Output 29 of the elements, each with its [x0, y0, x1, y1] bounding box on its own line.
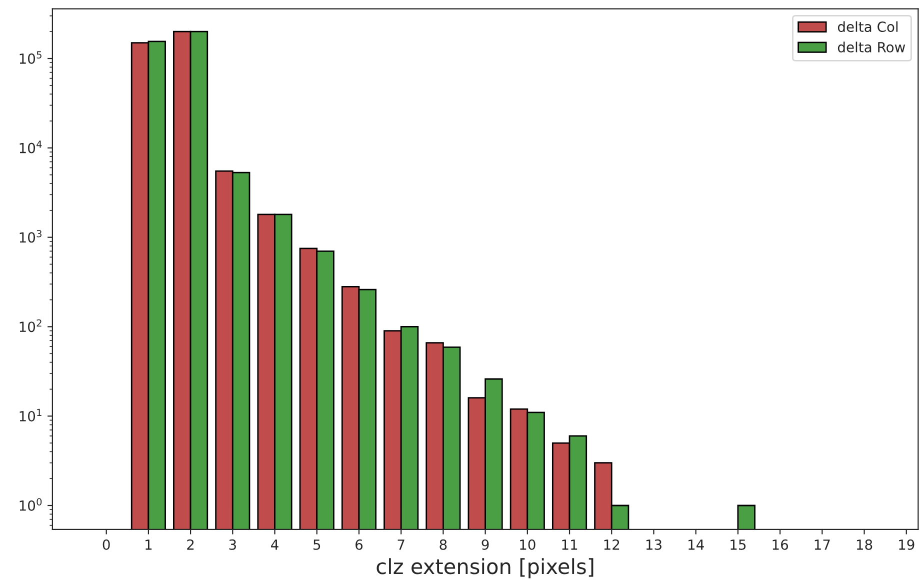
x-axis-title: clz extension [pixels]: [376, 558, 594, 578]
x-tick-label: 15: [730, 540, 746, 550]
legend-label: delta Row: [838, 42, 906, 52]
y-tick-label: 10$^{3}$: [20, 230, 42, 243]
x-tick-label: 9: [482, 539, 489, 550]
y-tick-label: 10$^{0}$: [20, 498, 42, 511]
x-tick-label: 4: [271, 540, 278, 550]
x-tick-label: 7: [398, 540, 404, 550]
x-tick-label: 16: [772, 539, 788, 550]
x-tick-label: 12: [604, 539, 620, 550]
y-tick-label: 10$^{4}$: [20, 140, 42, 154]
y-tick-label: 10$^{1}$: [20, 408, 42, 422]
x-tick-label: 5: [314, 540, 320, 550]
x-tick-label: 18: [856, 539, 872, 550]
x-tick-label: 3: [229, 539, 236, 550]
y-tick-label: 10$^{5}$: [20, 51, 42, 64]
x-tick-label: 11: [562, 540, 578, 550]
y-tick-label: 10$^{2}$: [20, 319, 42, 332]
x-tick-label: 6: [356, 539, 363, 550]
x-tick-label: 1: [146, 540, 152, 550]
x-tick-label: 2: [187, 539, 194, 550]
legend-label: delta Col: [838, 21, 898, 32]
x-tick-label: 14: [688, 540, 704, 550]
x-tick-label: 0: [102, 539, 110, 550]
x-tick-label: 19: [899, 539, 914, 550]
x-tick-label: 8: [440, 539, 447, 550]
x-tick-label: 17: [814, 540, 830, 550]
x-tick-label: 13: [646, 539, 662, 550]
x-tick-label: 10: [520, 539, 536, 550]
